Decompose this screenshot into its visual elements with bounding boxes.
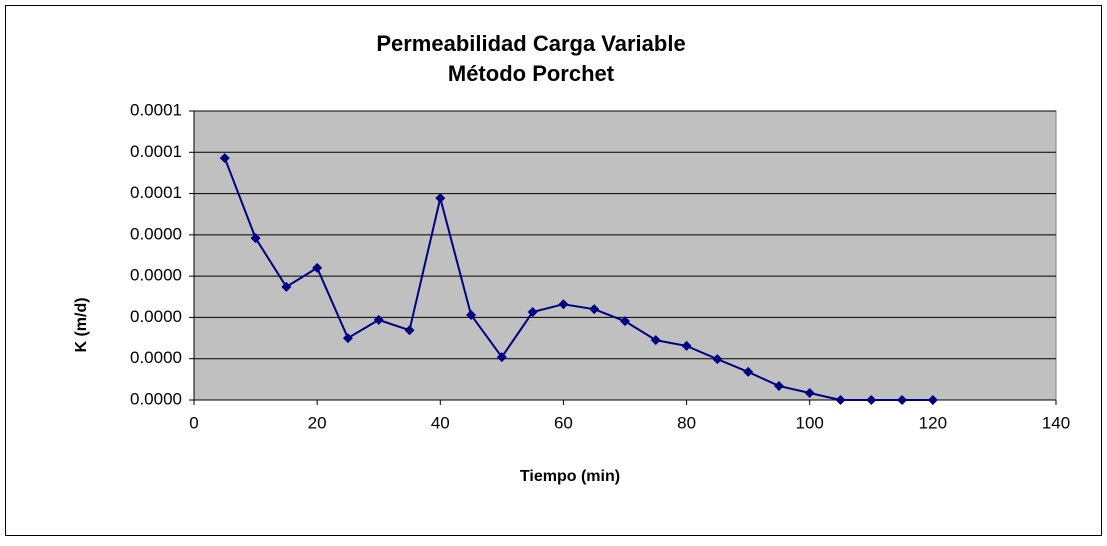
x-tick-label: 120: [919, 413, 947, 432]
data-point: [835, 395, 846, 405]
data-point: [527, 307, 538, 318]
data-point: [404, 325, 415, 336]
data-point: [496, 352, 507, 363]
y-tick-label: 0.0000: [130, 389, 182, 408]
data-point: [373, 314, 384, 325]
chart-title: Permeabilidad Carga Variable: [376, 31, 685, 56]
x-axis-title: Tiempo (min): [520, 468, 620, 485]
x-tick-label: 20: [308, 413, 327, 432]
data-line: [223, 157, 933, 401]
data-point: [650, 335, 661, 346]
y-tick-label: 0.0000: [130, 224, 182, 243]
data-point: [866, 395, 877, 405]
y-tick-label: 0.0001: [130, 142, 182, 161]
data-point: [743, 366, 754, 377]
data-point: [773, 380, 784, 391]
x-tick-label: 60: [554, 413, 573, 432]
x-tick-label: 140: [1042, 413, 1070, 432]
x-tick-label: 40: [431, 413, 450, 432]
data-point: [342, 333, 353, 344]
y-tick-label: 0.0001: [130, 100, 182, 119]
data-point: [466, 309, 477, 320]
data-point: [250, 233, 261, 244]
x-tick-label: 0: [189, 413, 198, 432]
x-tick-label: 80: [677, 413, 696, 432]
data-point: [281, 281, 292, 292]
chart-subtitle: Método Porchet: [448, 61, 615, 86]
data-point: [927, 395, 938, 405]
data-point: [897, 395, 908, 405]
y-tick-label: 0.0000: [130, 307, 182, 326]
data-point: [712, 354, 723, 365]
data-point: [589, 304, 600, 315]
data-point: [312, 262, 323, 273]
data-point: [558, 299, 569, 310]
data-point: [219, 153, 230, 164]
x-tick-label: 100: [796, 413, 824, 432]
data-point: [804, 387, 815, 398]
y-axis-title: K (m/d): [73, 297, 90, 352]
y-tick-label: 0.0000: [130, 266, 182, 285]
data-point: [620, 316, 630, 327]
plot-area: [193, 110, 1057, 401]
y-tick-label: 0.0001: [130, 183, 182, 202]
data-point: [681, 340, 692, 351]
data-point: [435, 193, 446, 204]
y-tick-label: 0.0000: [130, 348, 182, 367]
